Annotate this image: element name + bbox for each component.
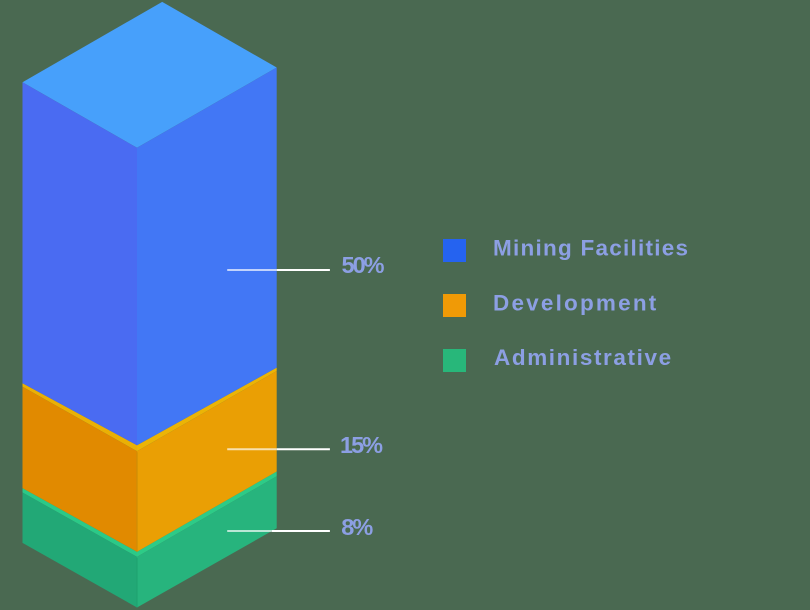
svg-text:Mining Facilities: Mining Facilities: [493, 236, 689, 261]
svg-text:50%: 50%: [342, 252, 385, 278]
svg-text:15%: 15%: [340, 432, 383, 458]
svg-text:8%: 8%: [341, 514, 373, 540]
svg-text:Development: Development: [493, 290, 658, 315]
svg-text:Administrative: Administrative: [494, 345, 673, 370]
